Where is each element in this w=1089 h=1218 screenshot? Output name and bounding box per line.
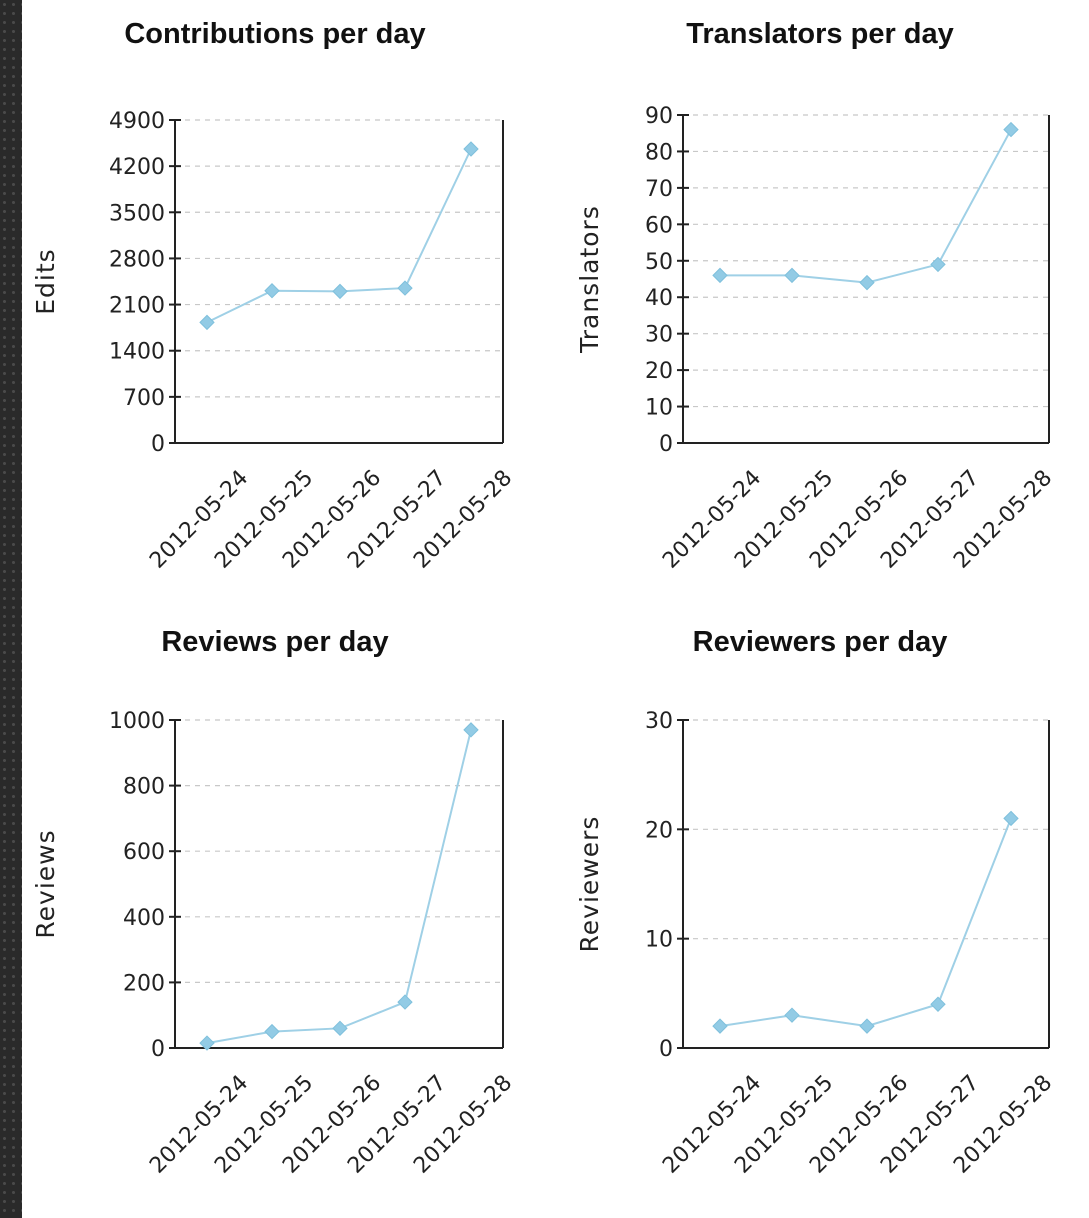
- y-axis-label: Edits: [31, 248, 60, 314]
- data-point: [463, 722, 479, 738]
- chart-title: Reviews per day: [161, 626, 388, 658]
- y-tick-label: 30: [645, 709, 673, 734]
- y-tick-label: 0: [659, 1037, 673, 1062]
- chart-2: Translators per day 0 10 20 30 40 50 60 70 80 90 Tr…: [575, 18, 1057, 574]
- chart-panel: [22, 0, 1089, 1218]
- y-tick-label: 2100: [109, 294, 165, 319]
- y-axis-label: Translators: [575, 205, 604, 354]
- data-point: [397, 280, 413, 296]
- chart-4: Reviewers per day0102030Reviewers2012-05…: [575, 626, 1057, 1179]
- y-tick-label: 1000: [109, 709, 165, 734]
- data-point: [859, 1018, 875, 1034]
- data-point: [1003, 121, 1019, 138]
- y-tick-label: 3500: [109, 201, 165, 226]
- data-point: [1003, 810, 1019, 827]
- y-tick-label: 10: [645, 396, 673, 421]
- chart-3: Reviews per day02004006008001000Reviews2…: [31, 626, 517, 1179]
- y-tick-label: 700: [123, 386, 165, 411]
- y-tick-label: 40: [645, 286, 673, 311]
- y-tick-label: 600: [123, 840, 165, 865]
- y-tick-label: 20: [645, 818, 673, 843]
- data-point: [712, 267, 728, 284]
- y-tick-label: 0: [659, 432, 673, 457]
- y-tick-label: 70: [645, 177, 673, 202]
- y-tick-label: 2800: [109, 247, 165, 272]
- y-tick-label: 4900: [109, 109, 165, 134]
- y-tick-label: 200: [123, 971, 165, 996]
- y-tick-label: 80: [645, 140, 673, 165]
- y-tick-label: 400: [123, 906, 165, 931]
- data-point: [264, 1023, 280, 1040]
- data-point: [712, 1018, 728, 1034]
- data-point: [930, 996, 946, 1012]
- y-tick-label: 30: [645, 323, 673, 348]
- data-point: [264, 283, 280, 299]
- y-tick-label: 10: [645, 928, 673, 953]
- chart-title: Reviewers per day: [693, 626, 948, 658]
- y-tick-label: 60: [645, 213, 673, 238]
- series-line: [720, 129, 1012, 284]
- data-point: [199, 314, 215, 331]
- y-tick-label: 0: [151, 432, 165, 457]
- y-tick-label: 1400: [109, 340, 165, 365]
- series-line: [206, 729, 472, 1045]
- y-axis-label: Reviewers: [575, 816, 604, 953]
- y-tick-label: 50: [645, 250, 673, 275]
- data-point: [784, 267, 800, 284]
- series-line: [719, 818, 1012, 1028]
- data-point: [784, 1007, 800, 1023]
- y-tick-label: 90: [645, 104, 673, 129]
- data-point: [332, 283, 348, 300]
- data-point: [859, 274, 875, 291]
- data-point: [199, 1035, 215, 1051]
- data-point: [397, 994, 413, 1010]
- y-axis-label: Reviews: [31, 829, 60, 938]
- y-tick-label: 800: [123, 775, 165, 800]
- y-tick-label: 4200: [109, 155, 165, 180]
- data-point: [930, 256, 946, 273]
- data-point: [332, 1020, 348, 1037]
- data-point: [463, 141, 479, 157]
- chart-title: Translators per day: [686, 18, 954, 50]
- y-tick-label: 0: [151, 1037, 165, 1062]
- chart-title: Contributions per day: [124, 18, 425, 50]
- y-tick-label: 20: [645, 359, 673, 384]
- chart-1: Contributions per day 0 700 1400 2100 2800 350…: [31, 18, 517, 574]
